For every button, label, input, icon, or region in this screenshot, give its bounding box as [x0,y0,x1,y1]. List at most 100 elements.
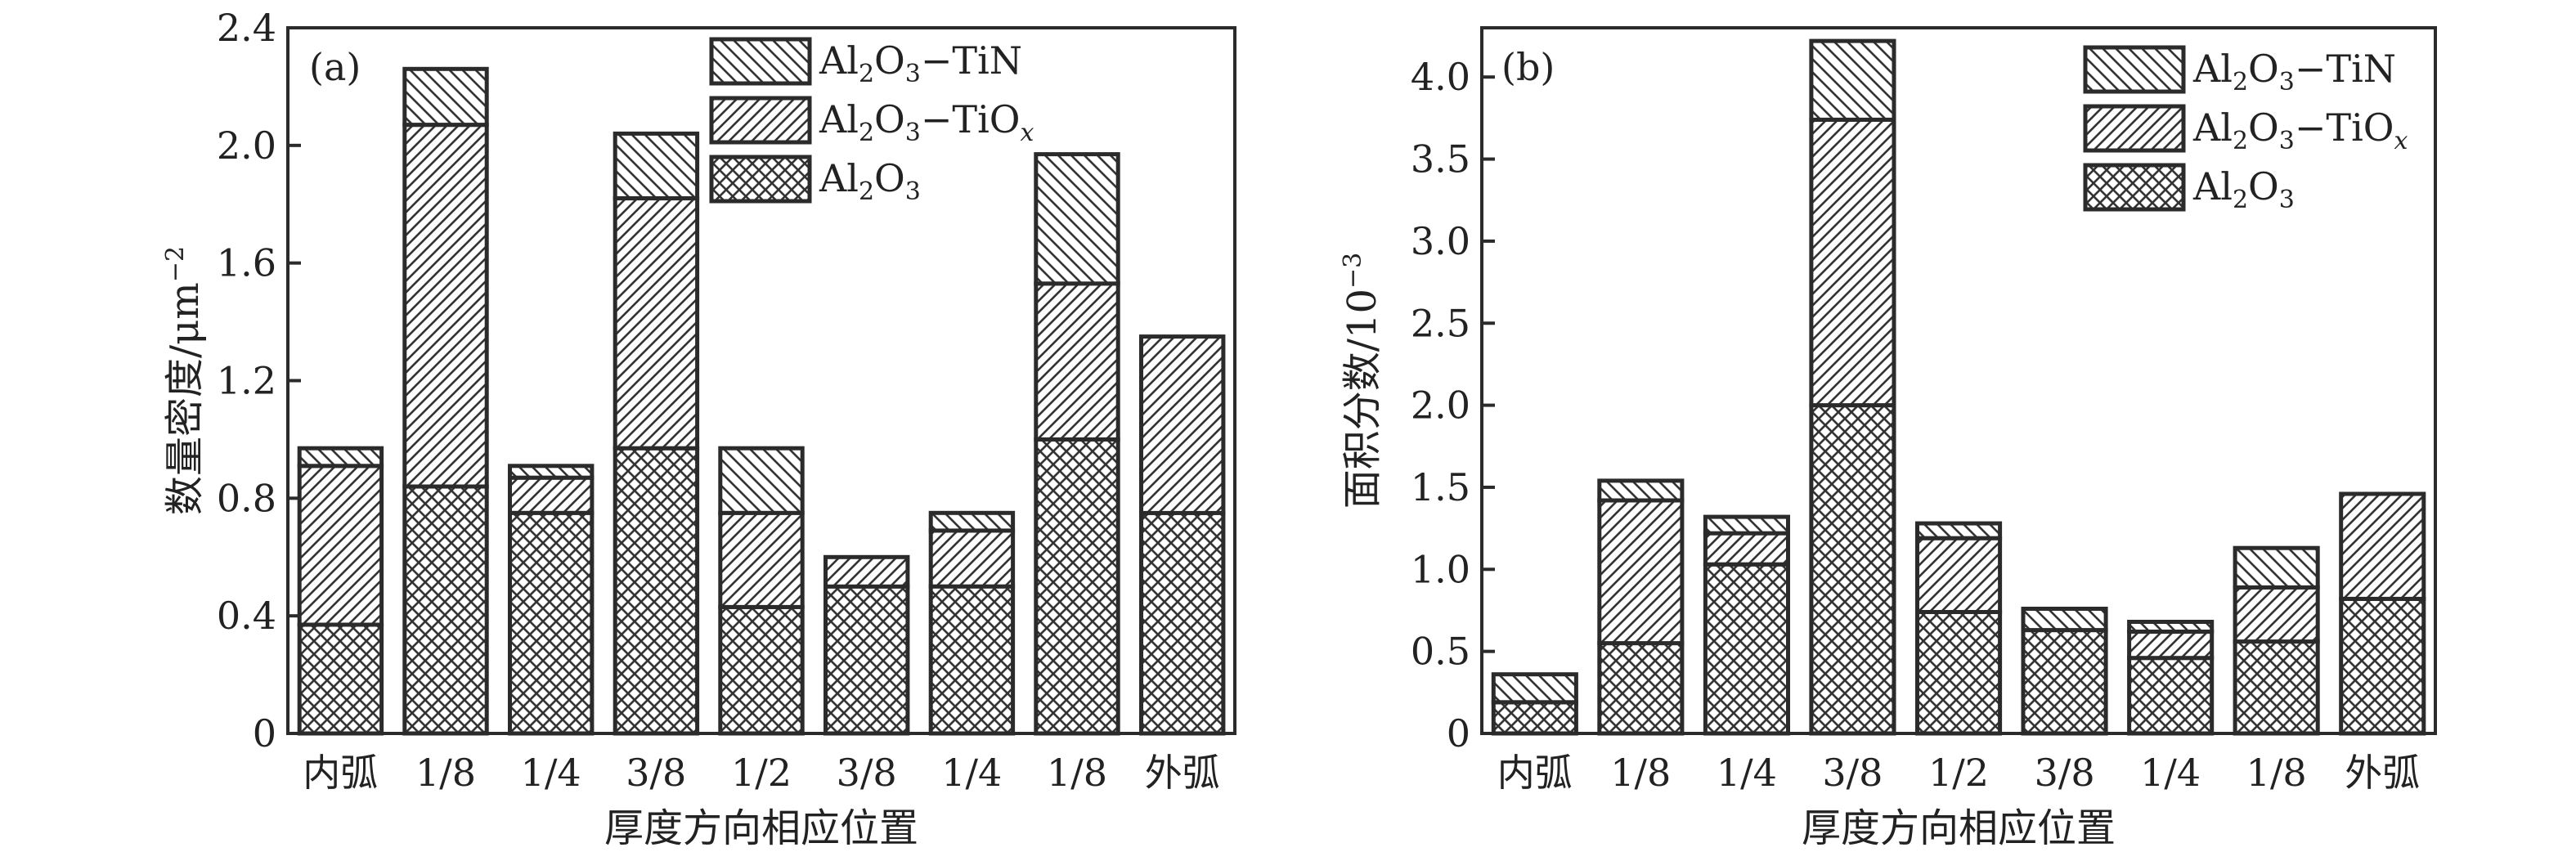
x-tick-label: 外弧 [2345,751,2420,795]
y-axis-title: 面积分数/10−3 [1339,253,1385,509]
bar-tiox-3 [508,475,595,515]
legend-text-part: 2 [2233,127,2248,155]
y-tick-label: 0 [1447,711,1470,756]
x-tick-label: 1/4 [521,751,581,795]
legend-text-part: O [874,38,905,83]
y-tick-label: 2.5 [1411,301,1470,345]
legend-label-tiox: Al2O3−TiOx [819,97,1034,147]
bar-al2o3-3 [508,510,595,736]
legend-swatch-al2o3 [709,155,812,204]
legend-text-part: 2 [2233,68,2248,96]
y-tick-label: 1.6 [217,241,276,285]
bar-al2o3-4 [1809,403,1896,736]
legend-text-part: 2 [2233,186,2248,214]
bar-tin-3 [508,464,595,480]
y-axis-title: 数量密度/μm−2 [161,246,208,515]
legend-text-part: Al [2192,105,2233,150]
x-tick-label: 1/4 [1717,751,1777,795]
y-axis-title-main: 数量密度/μm [162,282,208,515]
x-tick-label: 3/8 [1822,751,1883,795]
y-tick-label: 3.5 [1411,137,1470,182]
bar-tin-8 [2233,545,2320,590]
legend-text-part: 2 [859,177,874,206]
bar-tiox-7 [2127,630,2215,661]
x-tick-label: 3/8 [2035,751,2095,795]
x-tick-label: 1/4 [941,751,1002,795]
y-tick-label: 0.8 [217,476,276,520]
bar-al2o3-9 [1139,510,1226,736]
legend-swatch-al2o3 [2083,163,2186,212]
legend-text-part: −TiO [2295,105,2394,150]
x-tick-label: 外弧 [1145,751,1220,795]
y-axis-title-sup: −2 [161,246,190,282]
legend-text-part: Al [2192,47,2233,91]
legend-text-part: x [2394,127,2408,155]
x-tick-label: 1/8 [2246,751,2307,795]
bar-tiox-4 [1809,117,1896,408]
y-axis-title-main: 面积分数/10 [1340,289,1385,509]
bar-al2o3-6 [2021,628,2108,736]
legend-swatch-tin [2083,45,2186,94]
legend-text-part: 3 [2279,68,2295,96]
x-tick-label: 1/8 [1610,751,1671,795]
bar-tiox-9 [2339,491,2426,601]
y-tick-label: 4.0 [1411,55,1470,99]
legend-text-part: 2 [859,60,874,88]
bar-tiox-8 [2233,585,2320,644]
bar-al2o3-8 [2233,639,2320,736]
bar-tiox-8 [1034,281,1120,442]
bar-al2o3-4 [613,446,700,736]
plot-frame [1480,26,2437,735]
x-tick-label: 1/8 [1047,751,1107,795]
bar-tin-7 [2127,620,2215,634]
x-tick-label: 1/8 [415,751,476,795]
x-tick-label: 1/2 [1928,751,1989,795]
y-tick-label: 1.0 [1411,547,1470,591]
x-tick-label: 内弧 [303,751,378,795]
bar-al2o3-2 [402,484,489,736]
legend-text-part: Al [2192,164,2233,209]
legend-text-part: −TiO [921,97,1021,141]
bar-tiox-7 [928,528,1016,589]
y-tick-label: 3.0 [1411,219,1470,263]
bar-tiox-6 [824,554,910,589]
bar-tin-5 [1915,521,2003,540]
legend-text-part: O [2248,164,2279,209]
legend-swatch-tiox [709,96,812,145]
y-tick-label: 1.2 [217,359,276,403]
legend-label-tin: Al2O3−TiN [819,38,1022,88]
legend-text-part: 2 [859,119,874,147]
bar-tin-4 [613,131,700,200]
y-tick-label: 2.4 [217,6,276,50]
bar-tin-2 [402,66,489,128]
bar-tin-6 [2021,607,2108,633]
bar-tiox-2 [1597,498,1685,646]
legend-label-al2o3: Al2O3 [819,156,921,206]
legend-text-part: O [2248,47,2279,91]
y-tick-label: 2.0 [1411,383,1470,428]
legend-swatch-tin [709,37,812,86]
y-axis-title-sup: −3 [1339,253,1367,289]
legend-text-part: Al [819,156,859,200]
legend-label-tiox: Al2O3−TiOx [2192,105,2408,155]
panel-a-label: (a) [309,45,361,89]
legend-text-part: 3 [2279,186,2295,214]
y-tick-label: 0 [253,711,276,756]
y-tick-label: 2.0 [217,123,276,168]
bar-tiox-5 [1915,536,2003,615]
bar-tin-7 [928,510,1016,533]
x-axis-title: 厚度方向相应位置 [1802,805,2116,851]
bar-tiox-2 [402,123,489,489]
legend-text-part: O [874,156,905,200]
y-tick-label: 0.5 [1411,630,1470,674]
bar-al2o3-3 [1703,562,1790,736]
bar-al2o3-7 [928,584,1016,736]
y-tick-label: 0.4 [217,594,276,638]
x-axis-title: 厚度方向相应位置 [604,805,918,851]
legend-swatch-tiox [2083,104,2186,153]
legend-text-part: −TiN [921,38,1022,83]
legend-text-part: 3 [905,60,921,88]
